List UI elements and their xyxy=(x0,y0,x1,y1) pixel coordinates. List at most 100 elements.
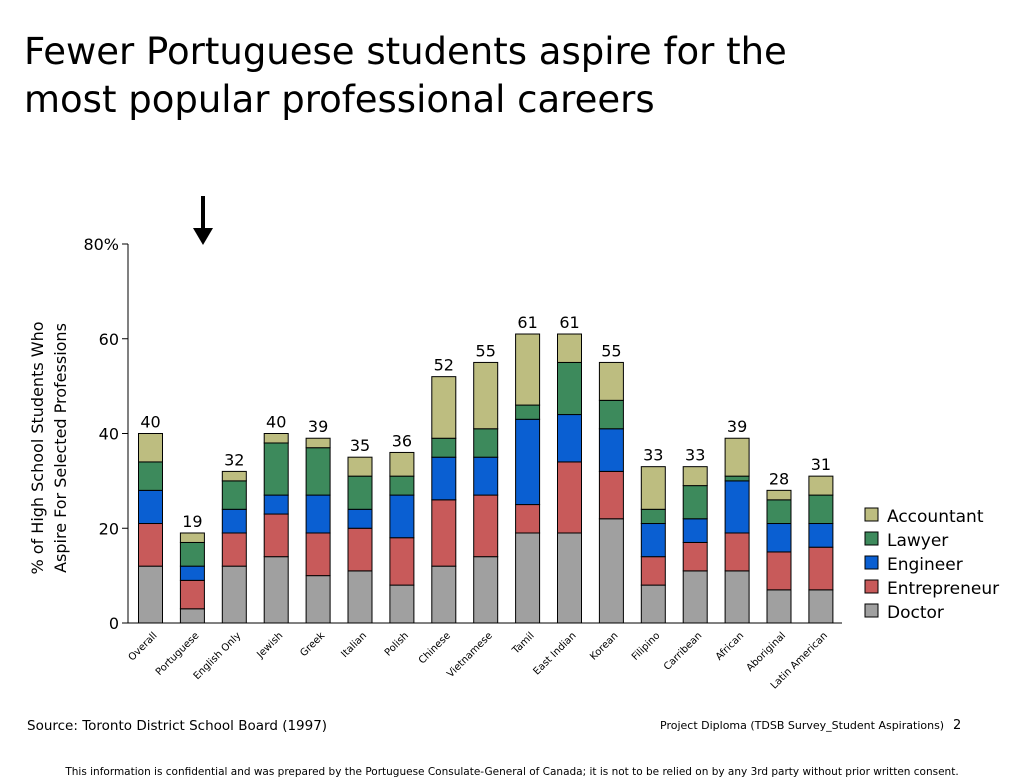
bar-segment-doctor-african xyxy=(724,570,750,624)
bar-segment-engineer-english-only xyxy=(221,508,247,534)
bar-segment-engineer-east-indian xyxy=(557,414,582,463)
legend-label-entrepreneur: Entrepreneur xyxy=(887,579,999,599)
bar-total-label: 31 xyxy=(811,455,831,474)
project-label: Project Diploma (TDSB Survey_Student Asp… xyxy=(660,719,945,732)
bar-segment-entrepreneur-carribean xyxy=(682,541,708,572)
bar-segment-lawyer-latin-american xyxy=(808,494,834,525)
title-line-2: most popular professional careers xyxy=(24,78,655,121)
bar-segment-accountant-african xyxy=(724,437,750,477)
source-note: Source: Toronto District School Board (1… xyxy=(27,718,328,734)
legend-label-lawyer: Lawyer xyxy=(887,531,948,551)
bar-segment-entrepreneur-overall xyxy=(138,523,163,567)
bar-total-label: 61 xyxy=(559,313,579,332)
legend-swatch-entrepreneur xyxy=(864,579,879,594)
bar-segment-accountant-jewish xyxy=(263,433,289,444)
bar-segment-doctor-east-indian xyxy=(557,532,582,624)
page-number: 2 xyxy=(953,718,962,733)
title-line-1: Fewer Portuguese students aspire for the xyxy=(24,30,787,73)
bar-total-label: 40 xyxy=(140,413,160,432)
bar-segment-engineer-greek xyxy=(305,494,331,534)
bar-segment-doctor-polish xyxy=(389,584,415,624)
bar-total-label: 35 xyxy=(350,436,370,455)
bar-segment-engineer-polish xyxy=(389,494,415,539)
legend-label-accountant: Accountant xyxy=(887,507,984,527)
bar-segment-accountant-filipino xyxy=(640,466,666,510)
bar-segment-lawyer-filipino xyxy=(640,508,666,525)
x-tick-label: Tamil xyxy=(510,630,537,657)
bar-total-label: 55 xyxy=(476,341,496,360)
bar-segment-lawyer-african xyxy=(724,475,750,482)
bar-segment-lawyer-east-indian xyxy=(557,361,582,416)
legend-swatch-accountant xyxy=(864,507,879,522)
bar-segment-engineer-portuguese xyxy=(179,565,205,581)
bar-segment-engineer-filipino xyxy=(640,523,666,558)
bar-total-label: 19 xyxy=(182,512,202,531)
y-tick-label: 20 xyxy=(99,519,119,538)
legend-swatch-engineer xyxy=(864,555,879,570)
bar-segment-entrepreneur-english-only xyxy=(221,532,247,567)
bar-segment-doctor-portuguese xyxy=(179,608,205,624)
bar-segment-engineer-latin-american xyxy=(808,523,834,548)
bar-segment-doctor-english-only xyxy=(221,565,247,624)
bar-segment-lawyer-italian xyxy=(347,475,373,510)
highlight-arrow-icon xyxy=(193,196,213,245)
bar-segment-doctor-italian xyxy=(347,570,373,624)
bar-segment-accountant-tamil xyxy=(515,333,541,406)
bar-total-label: 52 xyxy=(434,356,454,375)
legend-label-doctor: Doctor xyxy=(887,603,944,623)
x-tick-label: East Indian xyxy=(531,630,578,677)
x-tick-label: Filipino xyxy=(630,630,662,662)
bar-segment-entrepreneur-korean xyxy=(598,470,624,520)
y-tick-label: 0 xyxy=(109,614,119,633)
bar-segment-accountant-greek xyxy=(305,437,331,449)
x-tick-label: Vietnamese xyxy=(445,630,495,680)
bar-segment-lawyer-portuguese xyxy=(179,541,205,567)
y-tick-label: 80% xyxy=(83,235,119,254)
y-tick-label: 60 xyxy=(99,330,119,349)
bar-segment-entrepreneur-vietnamese xyxy=(473,494,499,558)
bar-segment-lawyer-aboriginal xyxy=(766,499,792,525)
bar-segment-accountant-english-only xyxy=(221,470,247,482)
bar-segment-doctor-korean xyxy=(598,518,624,624)
x-tick-label: Aboriginal xyxy=(745,630,789,674)
x-tick-label: Polish xyxy=(383,630,411,658)
bar-segment-doctor-jewish xyxy=(263,556,289,624)
bar-segment-engineer-jewish xyxy=(263,494,289,515)
bar-segment-doctor-overall xyxy=(138,565,163,624)
bar-segment-entrepreneur-aboriginal xyxy=(766,551,792,591)
bar-segment-lawyer-korean xyxy=(598,399,624,430)
bar-segment-doctor-chinese xyxy=(431,565,457,624)
x-tick-label: Chinese xyxy=(417,630,453,666)
bar-segment-engineer-aboriginal xyxy=(766,523,792,553)
legend-swatch-lawyer xyxy=(864,531,879,546)
bar-segment-lawyer-greek xyxy=(305,447,331,496)
bar-total-label: 39 xyxy=(727,417,747,436)
bar-segment-engineer-overall xyxy=(138,489,163,525)
bar-segment-engineer-tamil xyxy=(515,418,541,506)
bar-segment-accountant-aboriginal xyxy=(766,489,792,501)
bar-segment-lawyer-polish xyxy=(389,475,415,496)
bar-total-label: 61 xyxy=(517,313,537,332)
bar-segment-accountant-east-indian xyxy=(557,333,582,363)
bar-segment-lawyer-overall xyxy=(138,461,163,491)
bar-segment-accountant-polish xyxy=(389,451,415,477)
legend-label-engineer: Engineer xyxy=(887,555,963,575)
bar-segment-entrepreneur-polish xyxy=(389,537,415,586)
y-axis-label-line-2: Aspire For Selected Professions xyxy=(51,323,70,573)
page-title: Fewer Portuguese students aspire for the… xyxy=(24,28,924,124)
bar-segment-accountant-overall xyxy=(138,433,163,463)
bar-segment-entrepreneur-italian xyxy=(347,527,373,572)
bar-segment-entrepreneur-greek xyxy=(305,532,331,577)
bar-total-label: 55 xyxy=(601,341,621,360)
bar-segment-entrepreneur-east-indian xyxy=(557,461,582,534)
x-tick-label: Italian xyxy=(339,630,369,660)
y-tick-label: 40 xyxy=(99,425,119,444)
bar-segment-doctor-tamil xyxy=(515,532,541,624)
bar-segment-accountant-carribean xyxy=(682,466,708,487)
y-axis-label-line-1: % of High School Students Who xyxy=(28,321,47,574)
bar-total-label: 40 xyxy=(266,413,286,432)
bar-segment-doctor-latin-american xyxy=(808,589,834,624)
bar-segment-entrepreneur-tamil xyxy=(515,504,541,534)
legend-swatch-doctor xyxy=(864,603,879,618)
bar-segment-accountant-italian xyxy=(347,456,373,477)
